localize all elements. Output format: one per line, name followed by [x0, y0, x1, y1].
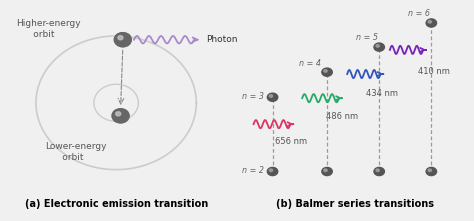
Circle shape: [112, 109, 129, 123]
Text: Photon: Photon: [206, 35, 238, 44]
Text: Higher-energy
      orbit: Higher-energy orbit: [16, 19, 81, 39]
Text: Lower-energy
      orbit: Lower-energy orbit: [45, 142, 106, 162]
Text: n = 5: n = 5: [356, 33, 377, 42]
Text: (a) Electronic emission transition: (a) Electronic emission transition: [25, 199, 208, 209]
Circle shape: [118, 114, 123, 118]
Circle shape: [121, 38, 125, 42]
Circle shape: [428, 21, 431, 23]
Circle shape: [376, 45, 379, 47]
Circle shape: [324, 169, 327, 171]
Circle shape: [374, 43, 384, 51]
Circle shape: [118, 36, 127, 43]
Circle shape: [116, 112, 121, 116]
Circle shape: [267, 168, 278, 175]
Circle shape: [117, 34, 129, 45]
Text: n = 6: n = 6: [408, 9, 429, 18]
Circle shape: [269, 169, 273, 171]
Text: (b) Balmer series transitions: (b) Balmer series transitions: [276, 199, 435, 209]
Circle shape: [114, 33, 131, 47]
Circle shape: [269, 95, 273, 97]
Text: 486 nm: 486 nm: [326, 112, 358, 121]
Text: 434 nm: 434 nm: [366, 89, 398, 98]
Circle shape: [376, 169, 379, 171]
Circle shape: [267, 93, 278, 101]
Circle shape: [114, 33, 131, 47]
Text: n = 3: n = 3: [242, 92, 264, 101]
Circle shape: [112, 109, 129, 123]
Circle shape: [322, 68, 332, 76]
Text: 656 nm: 656 nm: [275, 137, 307, 146]
Circle shape: [322, 168, 332, 175]
Circle shape: [114, 110, 127, 121]
Circle shape: [426, 19, 437, 27]
Text: n = 2: n = 2: [242, 166, 264, 175]
Circle shape: [118, 36, 123, 40]
Text: n = 4: n = 4: [299, 59, 320, 68]
Circle shape: [116, 112, 125, 119]
Circle shape: [374, 168, 384, 175]
Circle shape: [426, 168, 437, 175]
Circle shape: [324, 70, 327, 72]
Circle shape: [428, 169, 431, 171]
Text: 410 nm: 410 nm: [418, 67, 450, 76]
